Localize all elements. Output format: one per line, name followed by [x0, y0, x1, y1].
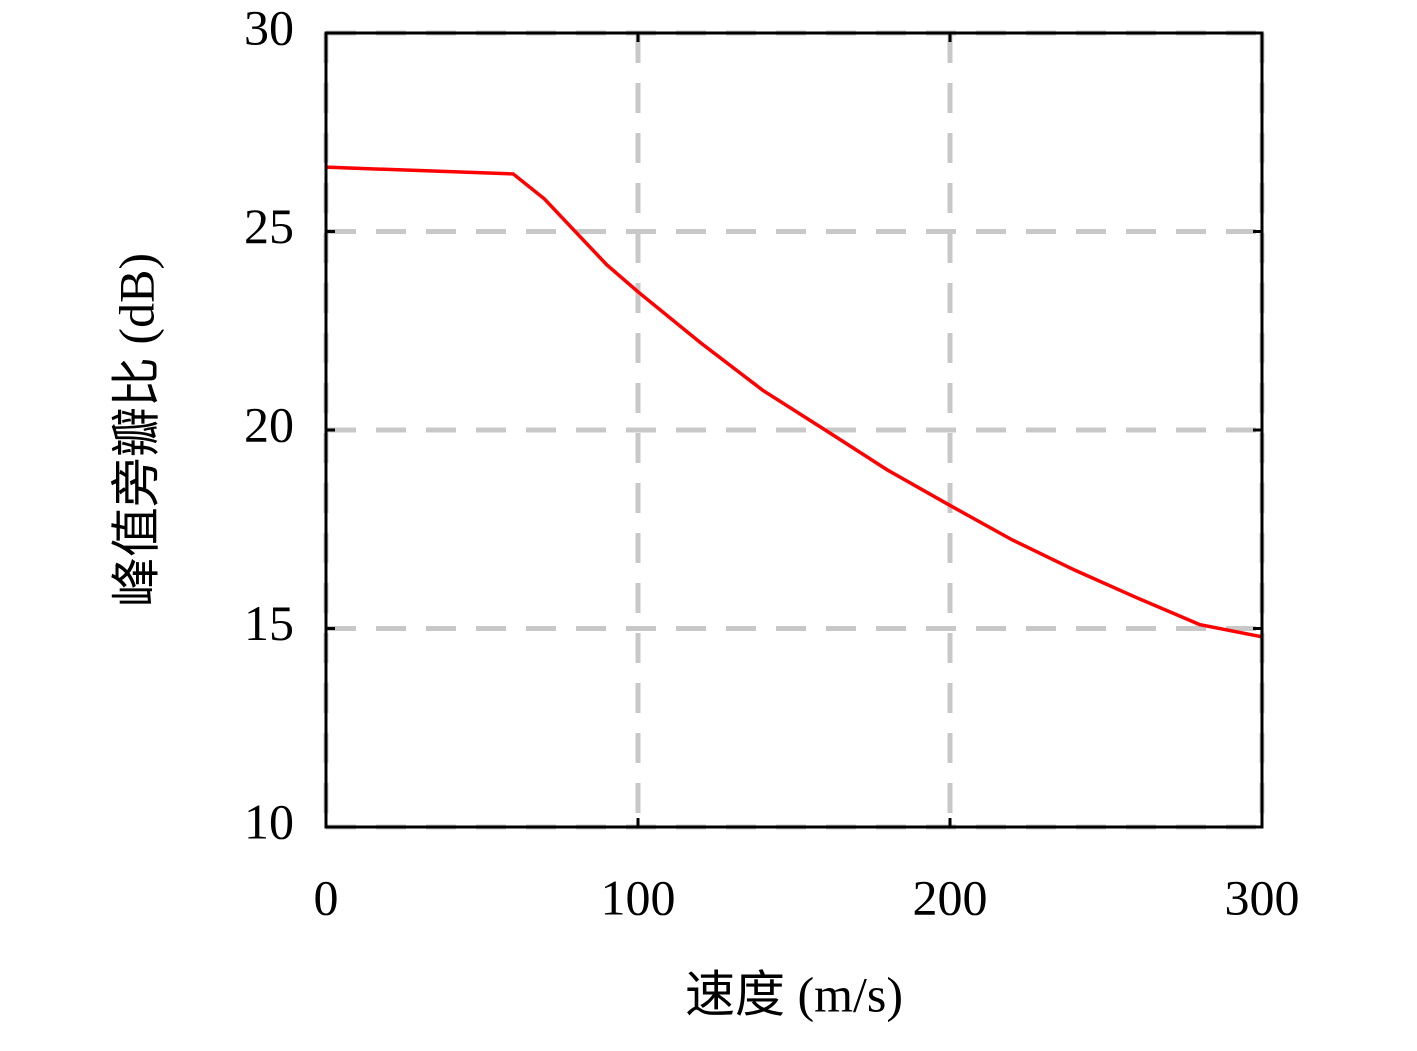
y-tick-label: 10 — [244, 793, 294, 849]
y-tick-label: 30 — [244, 0, 294, 55]
y-tick-label: 20 — [244, 396, 294, 452]
x-axis-label: 速度 (m/s) — [685, 966, 903, 1022]
data-line — [325, 165, 1263, 639]
y-axis-label: 峰值旁瓣比 (dB) — [108, 253, 164, 607]
plot-frame — [324, 31, 1264, 829]
y-tick-label: 15 — [244, 595, 294, 651]
x-tick-label: 0 — [314, 869, 339, 925]
x-tick-label: 100 — [601, 869, 676, 925]
y-tick-label: 25 — [244, 198, 294, 254]
x-tick-label: 300 — [1225, 869, 1300, 925]
x-tick-label: 200 — [913, 869, 988, 925]
